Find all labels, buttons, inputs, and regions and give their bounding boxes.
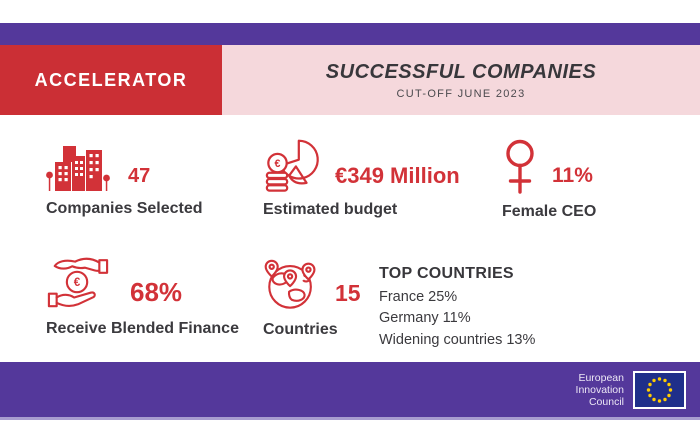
top-countries: TOP COUNTRIES France 25% Germany 11% Wid… bbox=[379, 265, 535, 348]
top-countries-item: Germany 11% bbox=[379, 310, 471, 326]
stat-value: 68% bbox=[130, 277, 183, 307]
eic-logo-line: Council bbox=[588, 395, 624, 408]
stat-blended-finance: € 68% Receive Blended Finance bbox=[46, 253, 239, 338]
program-banner: ACCELERATOR bbox=[0, 45, 222, 115]
footer-bar: European Innovation Council bbox=[0, 362, 700, 420]
hands-euro-coin-icon: € bbox=[47, 257, 109, 308]
top-countries-item: France 25% bbox=[379, 288, 458, 305]
page-subtitle: CUT-OFF JUNE 2023 bbox=[396, 87, 526, 100]
stat-label: Estimated budget bbox=[263, 201, 398, 218]
euro-symbol: € bbox=[74, 276, 81, 289]
stat-label: Female CEO bbox=[502, 203, 597, 220]
stat-companies-selected: 47 Companies Selected bbox=[46, 137, 203, 218]
page-title: SUCCESSFUL COMPANIES bbox=[325, 60, 597, 83]
female-symbol-icon bbox=[506, 139, 534, 194]
buildings-icon bbox=[46, 146, 110, 191]
stat-value: 15 bbox=[335, 280, 361, 306]
top-countries-item: Widening countries 13% bbox=[379, 331, 536, 348]
top-countries-heading: TOP COUNTRIES bbox=[379, 265, 514, 282]
stat-value: 47 bbox=[128, 165, 151, 187]
header: ACCELERATOR SUCCESSFUL COMPANIES CUT-OFF… bbox=[0, 45, 700, 115]
globe-location-pins-icon bbox=[264, 259, 316, 309]
stat-label: Countries bbox=[263, 321, 338, 338]
pie-chart-coins-icon: € bbox=[265, 139, 319, 192]
stat-female-ceo: 11% Female CEO bbox=[502, 139, 596, 221]
eic-logo-text: European Innovation Council bbox=[576, 372, 624, 408]
program-label: ACCELERATOR bbox=[34, 69, 188, 90]
eu-flag-icon bbox=[633, 370, 686, 409]
stat-estimated-budget: € €349 Million Estimated budget bbox=[263, 136, 460, 219]
stat-value: €349 Million bbox=[335, 163, 460, 188]
stat-label: Companies Selected bbox=[46, 200, 203, 217]
stat-label: Receive Blended Finance bbox=[46, 320, 239, 337]
header-title-block: SUCCESSFUL COMPANIES CUT-OFF JUNE 2023 bbox=[222, 45, 700, 115]
eic-logo-line: Innovation bbox=[575, 383, 624, 396]
eic-logo-line: European bbox=[578, 371, 624, 384]
stat-countries: 15 Countries bbox=[263, 254, 361, 339]
stat-value: 11% bbox=[552, 164, 593, 187]
euro-symbol: € bbox=[275, 158, 281, 170]
top-accent-bar bbox=[0, 23, 700, 45]
